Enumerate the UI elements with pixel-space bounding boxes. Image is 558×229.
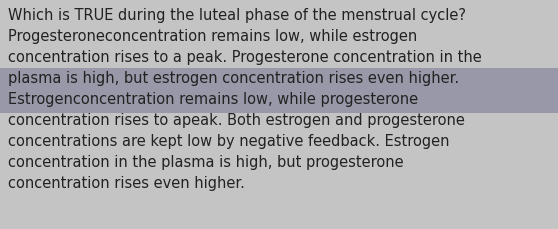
Text: concentration rises to apeak. Both estrogen and progesterone: concentration rises to apeak. Both estro… (8, 112, 465, 128)
Text: concentration rises to a peak. Progesterone concentration in the: concentration rises to a peak. Progester… (8, 50, 482, 65)
Bar (0, 69, 558, 114)
Text: concentration rises even higher.: concentration rises even higher. (8, 175, 245, 190)
Text: Estrogenconcentration remains low, while progesterone: Estrogenconcentration remains low, while… (8, 92, 418, 106)
Text: plasma is high, but estrogen concentration rises even higher.: plasma is high, but estrogen concentrati… (8, 71, 459, 86)
Text: Which is TRUE during the luteal phase of the menstrual cycle?: Which is TRUE during the luteal phase of… (8, 8, 466, 23)
Text: concentration in the plasma is high, but progesterone: concentration in the plasma is high, but… (8, 154, 403, 169)
Text: concentrations are kept low by negative feedback. Estrogen: concentrations are kept low by negative … (8, 134, 450, 148)
Text: Progesteroneconcentration remains low, while estrogen: Progesteroneconcentration remains low, w… (8, 29, 417, 44)
